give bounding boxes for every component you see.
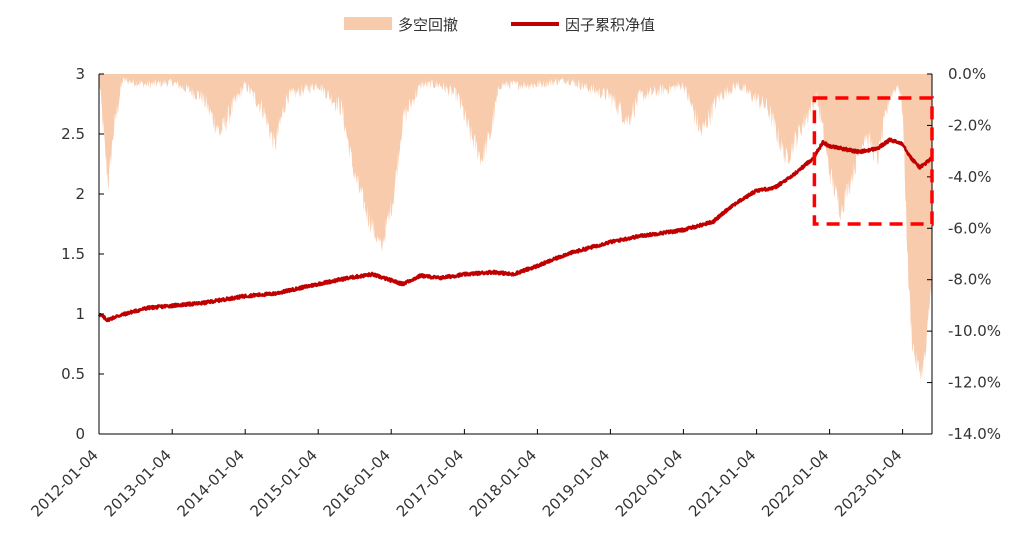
legend-label-nav: 因子累积净值 bbox=[565, 16, 655, 34]
y-right-tick-label: -2.0% bbox=[948, 116, 992, 134]
x-tick-label: 2020-01-04 bbox=[612, 446, 686, 520]
y-left-tick-label: 1 bbox=[75, 305, 85, 323]
x-tick-label: 2016-01-04 bbox=[320, 446, 394, 520]
y-right-tick-label: -10.0% bbox=[948, 322, 1001, 340]
x-tick-label: 2018-01-04 bbox=[466, 446, 540, 520]
legend-swatch-drawdown bbox=[344, 17, 392, 30]
y-left-tick-label: 0.5 bbox=[61, 365, 85, 383]
legend-label-drawdown: 多空回撤 bbox=[398, 16, 458, 34]
y-left-tick-label: 1.5 bbox=[61, 245, 85, 263]
x-tick-label: 2013-01-04 bbox=[101, 446, 175, 520]
x-tick-label: 2019-01-04 bbox=[539, 446, 613, 520]
y-left-tick-label: 2 bbox=[75, 185, 85, 203]
annotation-layer bbox=[812, 96, 934, 226]
y-right-tick-label: -6.0% bbox=[948, 219, 992, 237]
x-tick-label: 2021-01-04 bbox=[685, 446, 759, 520]
x-tick-label: 2022-01-04 bbox=[758, 446, 832, 520]
y-right-tick-label: -14.0% bbox=[948, 425, 1001, 443]
highlight-box bbox=[812, 96, 934, 226]
y-right-tick-label: 0.0% bbox=[948, 65, 986, 83]
nav-line bbox=[97, 137, 933, 323]
nav-layer bbox=[97, 137, 933, 323]
y-left-tick-label: 0 bbox=[75, 425, 85, 443]
x-tick-label: 2014-01-04 bbox=[174, 446, 248, 520]
x-tick-label: 2017-01-04 bbox=[393, 446, 467, 520]
y-left-tick-label: 3 bbox=[75, 65, 85, 83]
x-tick-label: 2023-01-04 bbox=[831, 446, 905, 520]
y-right-tick-label: -8.0% bbox=[948, 271, 992, 289]
x-tick-label: 2015-01-04 bbox=[247, 446, 321, 520]
y-right-tick-label: -4.0% bbox=[948, 168, 992, 186]
drawdown-area bbox=[99, 74, 932, 383]
x-tick-label: 2012-01-04 bbox=[27, 446, 101, 520]
legend: 多空回撤 因子累积净值 bbox=[344, 16, 655, 34]
y-left-tick-label: 2.5 bbox=[61, 125, 85, 143]
drawdown-layer bbox=[99, 74, 932, 383]
y-right-tick-label: -12.0% bbox=[948, 374, 1001, 392]
